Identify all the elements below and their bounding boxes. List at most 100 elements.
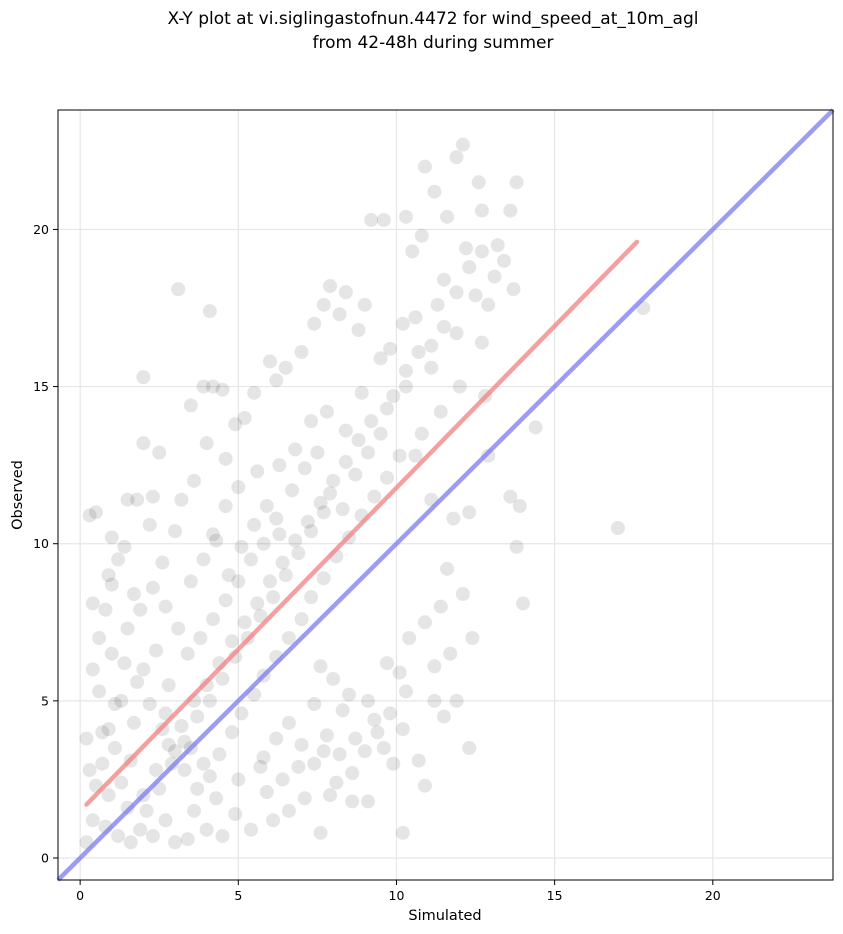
scatter-point xyxy=(364,213,379,227)
scatter-point xyxy=(411,753,426,768)
scatter-point xyxy=(237,411,252,425)
scatter-point xyxy=(487,269,502,284)
scatter-point xyxy=(107,741,122,755)
scatter-point xyxy=(357,297,372,312)
scatter-point xyxy=(497,253,512,268)
scatter-point xyxy=(107,697,122,711)
scatter-point xyxy=(187,803,202,818)
scatter-point xyxy=(253,759,268,774)
scatter-point xyxy=(291,759,306,774)
scatter-point xyxy=(417,778,432,793)
scatter-point xyxy=(111,829,126,843)
scatter-point xyxy=(133,602,148,617)
scatter-point xyxy=(215,829,230,843)
scatter-point xyxy=(503,489,518,504)
scatter-point xyxy=(202,693,217,708)
scatter-point xyxy=(436,319,451,334)
scatter-point xyxy=(88,505,103,520)
scatter-point xyxy=(509,539,524,554)
scatter-point xyxy=(79,731,94,746)
scatter-point xyxy=(367,712,382,727)
scatter-point xyxy=(291,546,306,561)
scatter-point xyxy=(509,175,524,190)
scatter-point xyxy=(452,379,467,394)
scatter-point xyxy=(357,744,372,759)
plot-area-frame xyxy=(57,109,834,881)
scatter-point xyxy=(149,763,164,777)
scatter-point xyxy=(462,741,477,755)
scatter-point xyxy=(85,662,100,677)
scatter-points xyxy=(79,137,651,850)
chart-title-line2: from 42-48h during summer xyxy=(313,33,554,53)
scatter-point xyxy=(294,612,309,627)
scatter-point xyxy=(266,590,281,605)
x-tick-label: 0 xyxy=(76,888,84,903)
scatter-point xyxy=(351,433,366,447)
scatter-point xyxy=(145,829,160,843)
scatter-point xyxy=(462,505,477,520)
scatter-point xyxy=(294,345,309,359)
scatter-point xyxy=(459,241,474,256)
scatter-point xyxy=(462,260,477,275)
scatter-point xyxy=(177,734,192,749)
scatter-point xyxy=(294,737,309,752)
scatter-point xyxy=(256,750,271,765)
scatter-point xyxy=(414,426,429,441)
scatter-point xyxy=(313,495,328,510)
scatter-point xyxy=(256,536,271,551)
y-tick-label: 5 xyxy=(41,693,49,708)
scatter-point xyxy=(468,288,483,303)
scatter-point xyxy=(503,203,518,218)
scatter-point xyxy=(326,473,341,488)
scatter-point xyxy=(427,659,442,674)
scatter-point xyxy=(104,577,119,592)
scatter-point xyxy=(126,587,141,601)
scatter-point xyxy=(351,323,366,337)
scatter-point xyxy=(417,159,432,174)
scatter-point xyxy=(215,671,230,686)
scatter-point xyxy=(316,505,331,520)
scatter-point xyxy=(224,725,239,740)
identity-line xyxy=(56,108,835,882)
scatter-point xyxy=(231,480,246,495)
scatter-point xyxy=(474,335,489,350)
scatter-point xyxy=(250,464,265,479)
scatter-point xyxy=(187,473,202,488)
scatter-point xyxy=(398,684,413,699)
scatter-point xyxy=(199,436,214,451)
scatter-point xyxy=(430,297,445,312)
scatter-point xyxy=(158,706,173,721)
scatter-point xyxy=(111,552,126,567)
regression-line xyxy=(84,239,640,807)
scatter-point xyxy=(250,596,265,611)
scatter-point xyxy=(395,722,410,737)
scatter-point xyxy=(512,499,527,513)
scatter-point xyxy=(395,825,410,840)
x-tick-label: 5 xyxy=(234,888,242,903)
scatter-point xyxy=(443,646,458,661)
scatter-point xyxy=(338,455,353,469)
scatter-point xyxy=(82,763,97,777)
scatter-point xyxy=(183,574,198,589)
scatter-point xyxy=(101,568,116,583)
scatter-point xyxy=(231,772,246,787)
scatter-point xyxy=(114,775,129,790)
scatter-point xyxy=(272,527,287,542)
scatter-point xyxy=(142,697,157,711)
scatter-point xyxy=(85,596,100,611)
scatter-point xyxy=(101,722,116,737)
scatter-point xyxy=(180,832,195,847)
scatter-point xyxy=(345,766,360,781)
scatter-point xyxy=(218,593,233,608)
scatter-point xyxy=(427,184,442,199)
scatter-point xyxy=(218,499,233,513)
scatter-point xyxy=(275,555,290,570)
scatter-point xyxy=(136,370,151,385)
scatter-point xyxy=(316,744,331,759)
scatter-point xyxy=(215,382,230,397)
scatter-point xyxy=(285,483,300,498)
scatter-point xyxy=(262,354,277,369)
scatter-point xyxy=(297,791,312,806)
scatter-point xyxy=(120,492,135,507)
